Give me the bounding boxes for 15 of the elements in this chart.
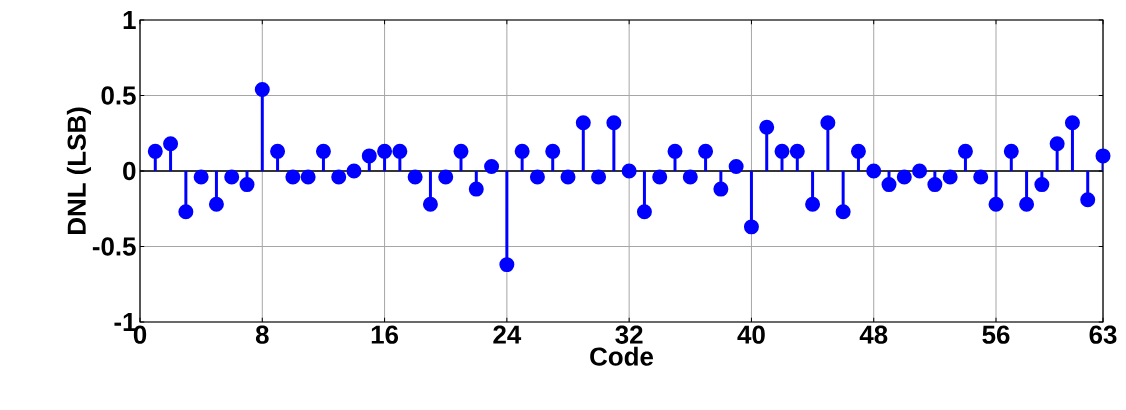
x-axis-title: Code [590, 346, 653, 366]
x-tick-label: 63 [1089, 325, 1117, 344]
x-tick-label: 56 [982, 325, 1010, 344]
x-tick-label: 24 [493, 325, 522, 344]
y-tick-label: -1 [114, 313, 136, 331]
y-tick-label: 0.5 [101, 86, 136, 105]
x-tick-label: 32 [615, 325, 643, 344]
x-tick-label: 16 [371, 325, 399, 344]
y-tick-label: 0 [123, 161, 136, 181]
y-axis-title: DNL (LSB) [66, 107, 92, 235]
x-tick-label: 8 [255, 325, 269, 344]
x-tick-label: 40 [737, 325, 765, 344]
y-tick-label: -0.5 [92, 237, 136, 256]
x-tick-label: 48 [859, 325, 888, 344]
y-tick-label: 1 [123, 11, 136, 29]
